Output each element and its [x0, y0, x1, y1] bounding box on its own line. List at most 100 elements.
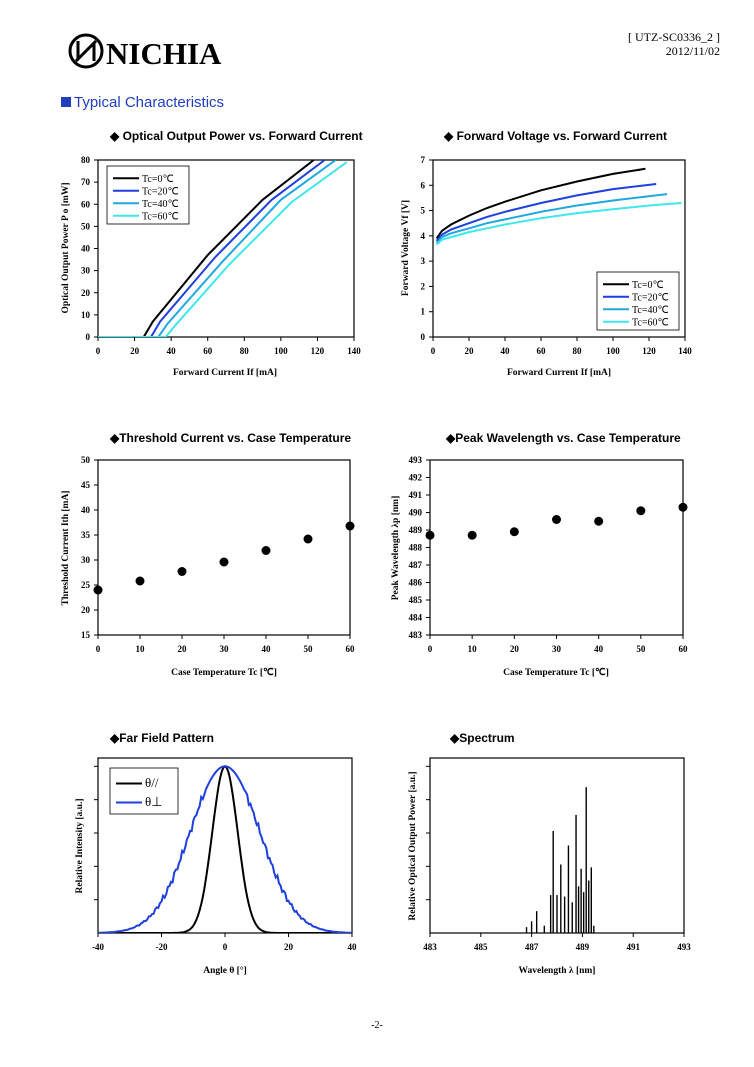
data-point	[345, 521, 355, 531]
data-point	[678, 502, 688, 512]
document-id: [ UTZ-SC0336_2 ]	[628, 30, 720, 44]
y-tick-label: 15	[81, 630, 91, 640]
y-tick-label: 80	[81, 155, 91, 165]
y-tick-label: 50	[81, 221, 91, 231]
y-tick-label: 0	[421, 332, 426, 342]
document-header: [ UTZ-SC0336_2 ] 2012/11/02	[628, 30, 720, 58]
x-tick-label: -40	[92, 942, 104, 952]
legend-label: Tc=20℃	[632, 292, 669, 303]
x-tick-label: 60	[679, 644, 689, 654]
y-axis-label: Threshold Current Ith [mA]	[61, 491, 71, 606]
x-axis-label: Forward Current If [mA]	[173, 368, 277, 378]
legend-label: θ⊥	[145, 794, 163, 809]
y-tick-label: 45	[81, 480, 91, 490]
nichia-logo: NICHIA	[66, 31, 252, 71]
y-axis-label: Forward Voltage Vf [V]	[401, 200, 411, 296]
x-tick-label: 20	[465, 346, 475, 356]
data-point	[594, 516, 604, 526]
x-tick-label: 0	[431, 346, 436, 356]
series-line-3	[435, 202, 682, 246]
y-tick-label: 10	[81, 310, 91, 320]
chart-title-lambda-tc: ◆Peak Wavelength vs. Case Temperature	[446, 431, 681, 445]
legend-label: Tc=60℃	[632, 317, 669, 328]
y-tick-label: 486	[409, 578, 423, 588]
y-tick-label: 4	[421, 231, 426, 241]
chart-ffp: -40 -20 0 20 40 Angle θ [°] Relative Intensity…	[75, 757, 357, 976]
y-tick-label: 5	[421, 206, 426, 216]
chart-title-spectrum: ◆Spectrum	[450, 731, 515, 745]
y-axis-label: Peak Wavelength λp [nm]	[391, 496, 401, 601]
series-line-0	[98, 160, 315, 337]
legend-box	[106, 165, 190, 225]
y-tick-label: 20	[81, 288, 91, 298]
x-tick-label: 40	[167, 346, 177, 356]
chart-title-po-if: ◆ Optical Output Power vs. Forward Curre…	[110, 129, 363, 143]
legend-label: Tc=20℃	[142, 186, 179, 197]
chart-ith_tc: 0 10 20 30 40 50 60 15 20 25 30 35 40 45 50 Case Temper…	[61, 455, 355, 678]
x-tick-label: 483	[423, 942, 437, 952]
series-line-3	[98, 161, 348, 337]
x-tick-label: 20	[178, 644, 188, 654]
x-tick-label: 10	[136, 644, 146, 654]
x-tick-label: 30	[220, 644, 230, 654]
x-tick-label: 40	[594, 644, 604, 654]
y-tick-label: 25	[81, 580, 91, 590]
x-axis-label: Forward Current If [mA]	[507, 368, 611, 378]
legend-box	[109, 767, 179, 815]
x-tick-label: 10	[468, 644, 478, 654]
y-tick-label: 35	[81, 530, 91, 540]
x-tick-label: 120	[311, 346, 325, 356]
x-tick-label: 50	[304, 644, 314, 654]
square-bullet-icon	[61, 97, 71, 107]
y-tick-label: 488	[409, 543, 423, 553]
section-title: Typical Characteristics	[74, 94, 225, 111]
x-axis-label: Angle θ [°]	[203, 965, 247, 976]
x-axis-label: Case Temperature Tc [℃]	[171, 667, 277, 678]
y-tick-label: 7	[421, 155, 426, 165]
legend-label: Tc=0℃	[142, 174, 174, 185]
x-tick-label: 30	[552, 644, 562, 654]
legend-label: Tc=0℃	[632, 280, 664, 291]
data-point	[425, 530, 435, 540]
chart-spectrum: 483 485 487 489 491 493 Wavelength λ [nm] Relat…	[408, 757, 691, 976]
y-tick-label: 489	[409, 525, 423, 535]
x-tick-label: 0	[428, 644, 433, 654]
x-tick-label: 493	[677, 942, 691, 952]
data-point	[509, 527, 519, 537]
x-axis-label: Wavelength λ [nm]	[519, 966, 596, 976]
series-line-2	[435, 193, 668, 245]
x-tick-label: 120	[642, 346, 656, 356]
plot-frame	[97, 459, 351, 636]
x-tick-label: 20	[284, 942, 294, 952]
chart-title-ith-tc: ◆Threshold Current vs. Case Temperature	[110, 431, 352, 445]
series-line-1	[435, 183, 657, 242]
x-tick-label: 487	[525, 942, 539, 952]
y-axis-label: Optical Output Power P o [mW]	[61, 183, 71, 314]
x-tick-label: 80	[573, 346, 583, 356]
y-tick-label: 490	[409, 508, 423, 518]
y-tick-label: 1	[421, 307, 426, 317]
section-heading: Typical Characteristics	[61, 94, 224, 111]
legend-label: Tc=60℃	[142, 211, 179, 222]
y-axis-label: Relative Intensity [a.u.]	[75, 799, 85, 894]
x-tick-label: 140	[678, 346, 692, 356]
data-point	[552, 515, 561, 524]
x-tick-label: 491	[626, 942, 640, 952]
x-tick-label: 100	[606, 346, 620, 356]
y-tick-label: 3	[421, 256, 426, 266]
x-tick-label: 489	[576, 942, 590, 952]
chart-lambda_tc: 0 10 20 30 40 50 60 483 484 485 486 487 488 489 490 491…	[391, 455, 688, 678]
data-point	[219, 557, 229, 567]
document-date: 2012/11/02	[665, 44, 720, 58]
y-tick-label: 60	[81, 199, 91, 209]
brand-wordmark: NICHIA	[106, 36, 222, 71]
x-tick-label: 140	[347, 346, 361, 356]
series-line-1	[98, 160, 326, 337]
data-point	[303, 534, 313, 544]
x-tick-label: 0	[96, 346, 101, 356]
chart-title-vf-if: ◆ Forward Voltage vs. Forward Current	[444, 129, 668, 143]
chart-title-ffp: ◆Far Field Pattern	[110, 731, 214, 745]
data-point	[93, 585, 103, 595]
y-tick-label: 2	[421, 281, 426, 291]
